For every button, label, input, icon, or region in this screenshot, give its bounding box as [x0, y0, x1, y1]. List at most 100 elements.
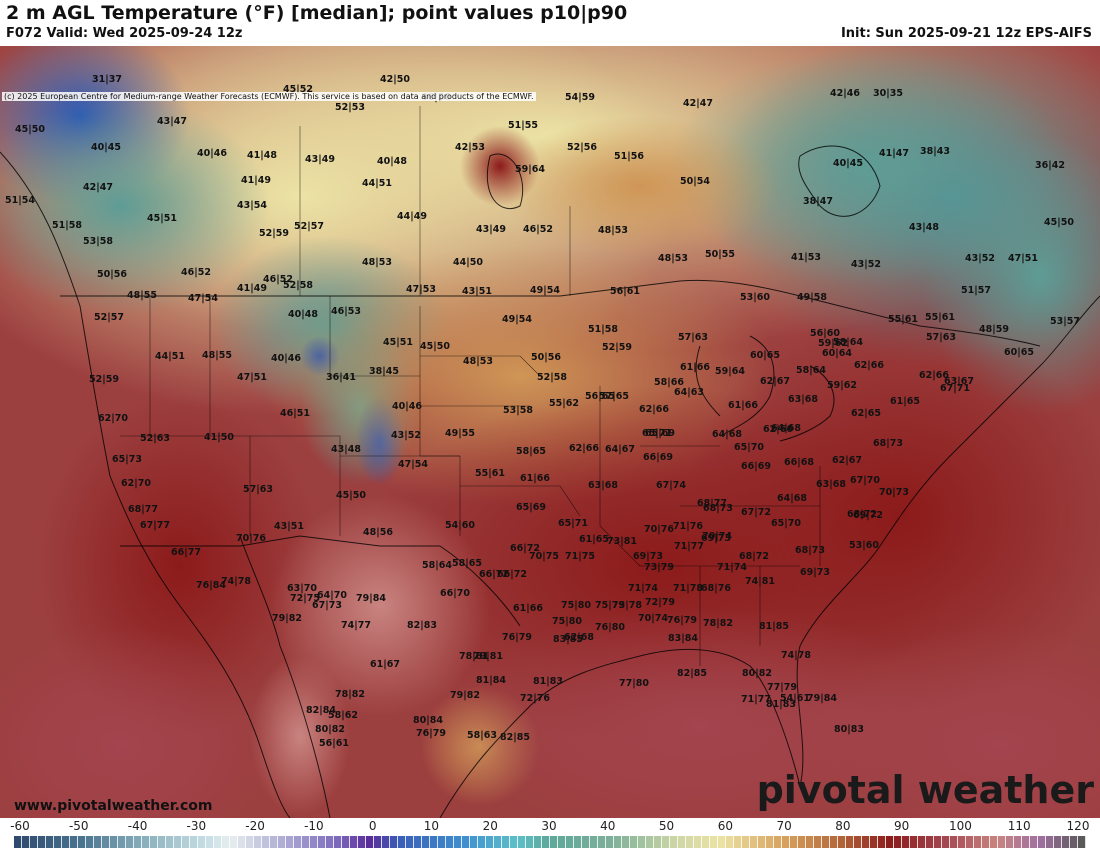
point-value-label: 66|68 [784, 457, 814, 468]
point-value-label: 51|55 [508, 120, 538, 131]
colorbar-swatch [190, 836, 198, 848]
point-value-label: 83|84 [668, 633, 698, 644]
colorbar-swatch [342, 836, 350, 848]
point-value-label: 61|65 [579, 534, 609, 545]
point-value-label: 73|81 [607, 536, 637, 547]
colorbar-tick-label: 100 [948, 819, 972, 833]
point-value-label: 75|80 [561, 600, 591, 611]
point-value-label: 79|82 [450, 690, 480, 701]
point-value-label: 79|82 [272, 613, 302, 624]
point-value-label: 60|65 [1004, 347, 1034, 358]
colorbar-swatch [982, 836, 990, 848]
point-value-label: 46|52 [181, 267, 211, 278]
point-value-label: 67|77 [140, 520, 170, 531]
colorbar-swatch [1070, 836, 1078, 848]
point-value-label: 40|48 [288, 309, 318, 320]
colorbar-tick-label: 90 [894, 819, 910, 833]
point-value-label: 66|70 [440, 588, 470, 599]
colorbar-swatch [518, 836, 526, 848]
colorbar-swatch [926, 836, 934, 848]
colorbar-swatch [646, 836, 654, 848]
point-value-label: 55|61 [925, 312, 955, 323]
point-value-label: 58|64 [796, 365, 826, 376]
colorbar-swatch [1054, 836, 1062, 848]
colorbar-swatch [694, 836, 702, 848]
point-value-label: 65|73 [112, 454, 142, 465]
point-value-label: 47|54 [398, 459, 428, 470]
point-value-label: 48|56 [363, 527, 393, 538]
point-value-label: 81|85 [759, 621, 789, 632]
point-value-label: 71|74 [628, 583, 658, 594]
point-value-label: 43|49 [305, 154, 335, 165]
point-value-label: 70|73 [879, 487, 909, 498]
point-value-label: 41|53 [791, 252, 821, 263]
point-value-label: 46|53 [331, 306, 361, 317]
colorbar-swatch [726, 836, 734, 848]
colorbar-swatch [374, 836, 382, 848]
point-value-label: 56|60 [810, 328, 840, 339]
point-value-label: 42|46 [830, 88, 860, 99]
point-value-label: 54|59 [565, 92, 595, 103]
colorbar-swatch [462, 836, 470, 848]
temperature-map[interactable]: 31|3742|5045|5246|5051|5554|5942|4742|46… [0, 46, 1100, 818]
colorbar-swatch [654, 836, 662, 848]
point-value-label: 64|70 [317, 590, 347, 601]
colorbar-tick-label: 80 [835, 819, 851, 833]
colorbar-swatch [302, 836, 310, 848]
colorbar-swatch [814, 836, 822, 848]
point-value-label: 58|64 [422, 560, 452, 571]
colorbar-swatch [334, 836, 342, 848]
point-value-label: 66|77 [171, 547, 201, 558]
point-value-label: 65|69 [645, 428, 675, 439]
colorbar-swatch [670, 836, 678, 848]
point-value-label: 76|79 [667, 615, 697, 626]
point-value-label: 67|71 [940, 383, 970, 394]
point-value-label: 77|80 [619, 678, 649, 689]
point-value-label: 52|58 [537, 372, 567, 383]
colorbar-swatch [286, 836, 294, 848]
point-value-label: 68|76 [701, 583, 731, 594]
point-value-label: 63|68 [788, 394, 818, 405]
point-value-label: 65|71 [558, 518, 588, 529]
colorbar-swatch [118, 836, 126, 848]
point-value-label: 42|47 [683, 98, 713, 109]
colorbar-tick-label: -40 [127, 819, 148, 833]
point-value-label: 66|69 [643, 452, 673, 463]
point-value-label: 45|51 [147, 213, 177, 224]
point-value-label: 52|57 [294, 221, 324, 232]
colorbar-swatch [758, 836, 766, 848]
point-value-label: 82|84 [306, 705, 336, 716]
point-value-label: 52|53 [335, 102, 365, 113]
colorbar-swatch [1062, 836, 1070, 848]
point-value-label: 66|72 [479, 569, 509, 580]
point-value-label: 70|74 [702, 531, 732, 542]
point-value-label: 68|72 [739, 551, 769, 562]
point-value-label: 82|85 [677, 668, 707, 679]
point-value-label: 78|82 [703, 618, 733, 629]
colorbar-swatch [110, 836, 118, 848]
colorbar-swatch [582, 836, 590, 848]
colorbar-swatch [310, 836, 318, 848]
point-value-label: 43|48 [331, 444, 361, 455]
colorbar-swatch [902, 836, 910, 848]
colorbar-swatch [470, 836, 478, 848]
point-value-label: 43|49 [476, 224, 506, 235]
colorbar-swatch [134, 836, 142, 848]
colorbar-tick-label: -10 [304, 819, 324, 833]
colorbar-tick-label: -50 [68, 819, 89, 833]
point-value-label: 56|61 [610, 286, 640, 297]
point-value-label: 81|83 [533, 676, 563, 687]
colorbar-swatch [1014, 836, 1022, 848]
point-value-label: 54|61 [780, 693, 810, 704]
point-value-label: 70|76 [644, 524, 674, 535]
point-value-label: 51|58 [588, 324, 618, 335]
point-value-label: 79|84 [807, 693, 837, 704]
colorbar-tick-label: 40 [600, 819, 616, 833]
point-value-label: 64|67 [605, 444, 635, 455]
colorbar-tick-label: 0 [368, 819, 377, 833]
colorbar-tick-label: 120 [1066, 819, 1090, 833]
colorbar-tick-label: 70 [776, 819, 792, 833]
point-value-label: 69|72 [853, 510, 883, 521]
point-value-label: 58|66 [654, 377, 684, 388]
point-value-label: 70|74 [638, 613, 668, 624]
